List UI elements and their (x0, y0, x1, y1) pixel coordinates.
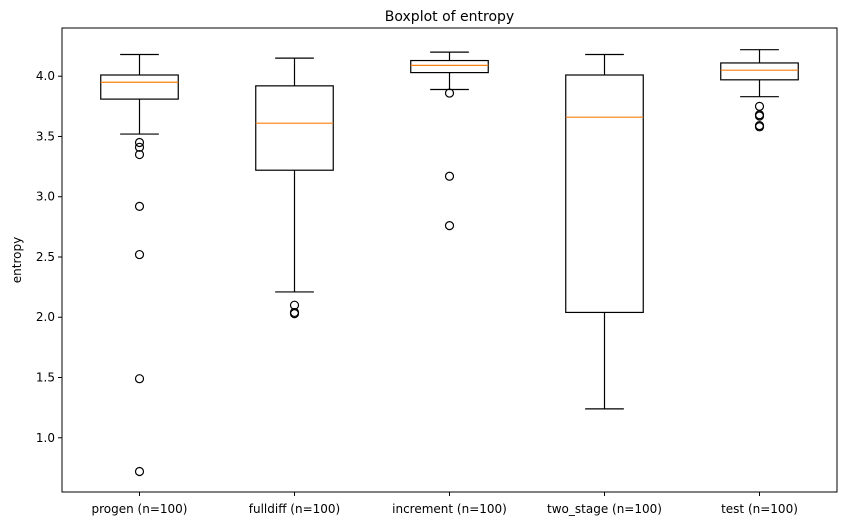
outlier-point (134, 249, 145, 260)
box-iqr (100, 74, 179, 100)
x-tick-label: fulldiff (n=100) (249, 502, 340, 516)
box-iqr (565, 74, 644, 314)
y-tick-label: 4.0 (36, 69, 55, 83)
box-iqr (255, 85, 334, 171)
plot-area (61, 27, 838, 493)
outlier-point (134, 466, 145, 477)
y-tick-label: 1.5 (36, 371, 55, 385)
x-tick-label: test (n=100) (721, 502, 798, 516)
outlier-point (134, 137, 145, 148)
outlier-point (444, 88, 455, 98)
x-tick-label: increment (n=100) (392, 502, 507, 516)
outlier-point (754, 122, 765, 132)
outlier-point (134, 142, 145, 152)
y-tick-label: 3.0 (36, 190, 55, 204)
outlier-point (134, 149, 145, 160)
x-tick-label: progen (n=100) (92, 502, 188, 516)
box-iqr (410, 59, 489, 74)
chart-title: Boxplot of entropy (385, 9, 514, 25)
outlier-point (444, 171, 455, 181)
box-iqr (720, 62, 799, 81)
y-tick-label: 2.5 (36, 250, 55, 264)
y-tick-label: 3.5 (36, 129, 55, 143)
outlier-point (289, 309, 300, 319)
outlier-point (134, 201, 145, 211)
x-tick-label: two_stage (n=100) (547, 502, 662, 516)
y-tick-label: 1.0 (36, 431, 55, 445)
outlier-point (134, 374, 145, 384)
y-tick-label: 2.0 (36, 310, 55, 324)
outlier-point (754, 111, 765, 121)
y-axis-label: entropy (10, 237, 24, 283)
outlier-point (444, 221, 455, 231)
chart-marks: 1.0 1.5 2.0 2.5 3.0 3.5 4.0 progen (n=100) fulld… (36, 49, 799, 516)
